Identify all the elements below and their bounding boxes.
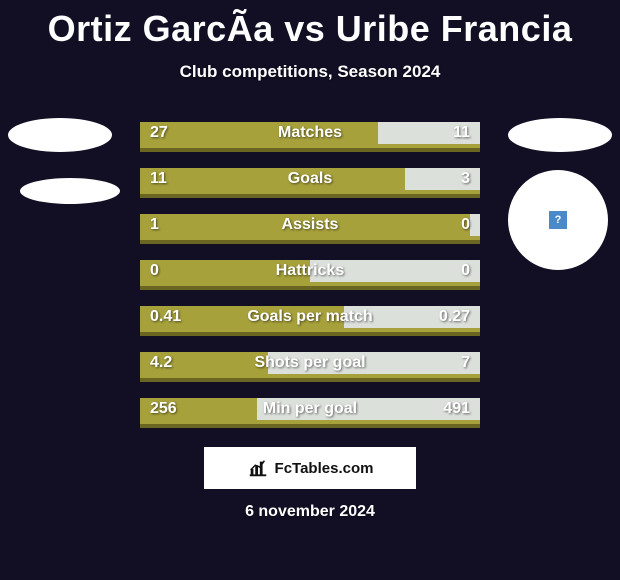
comparison-row: 4.2Shots per goal7 <box>140 352 480 382</box>
page-subtitle: Club competitions, Season 2024 <box>0 62 620 82</box>
comparison-row: 256Min per goal491 <box>140 398 480 428</box>
decor-ellipse-left-2 <box>20 178 120 204</box>
date-text: 6 november 2024 <box>0 503 620 521</box>
page-title: Ortiz GarcÃa vs Uribe Francia <box>0 0 620 50</box>
decor-ellipse-left-1 <box>8 118 112 152</box>
badge-text: FcTables.com <box>275 460 374 477</box>
decor-circle-right: ? <box>508 170 608 270</box>
source-badge: FcTables.com <box>204 447 416 489</box>
metric-label: Min per goal <box>140 400 480 418</box>
comparison-rows: 27Matches1111Goals31Assists00Hattricks00… <box>140 122 480 444</box>
value-right: 3 <box>461 170 470 188</box>
metric-label: Goals per match <box>140 308 480 326</box>
comparison-row: 11Goals3 <box>140 168 480 198</box>
value-right: 0.27 <box>439 308 470 326</box>
value-right: 0 <box>461 216 470 234</box>
help-icon: ? <box>549 211 567 229</box>
decor-ellipse-right-1 <box>508 118 612 152</box>
comparison-row: 27Matches11 <box>140 122 480 152</box>
metric-label: Shots per goal <box>140 354 480 372</box>
metric-label: Hattricks <box>140 262 480 280</box>
metric-label: Assists <box>140 216 480 234</box>
comparison-row: 0.41Goals per match0.27 <box>140 306 480 336</box>
metric-label: Matches <box>140 124 480 142</box>
value-right: 7 <box>461 354 470 372</box>
metric-label: Goals <box>140 170 480 188</box>
comparison-row: 1Assists0 <box>140 214 480 244</box>
value-right: 11 <box>453 124 470 142</box>
value-right: 0 <box>461 262 470 280</box>
chart-icon <box>247 457 269 479</box>
comparison-row: 0Hattricks0 <box>140 260 480 290</box>
value-right: 491 <box>443 400 470 418</box>
